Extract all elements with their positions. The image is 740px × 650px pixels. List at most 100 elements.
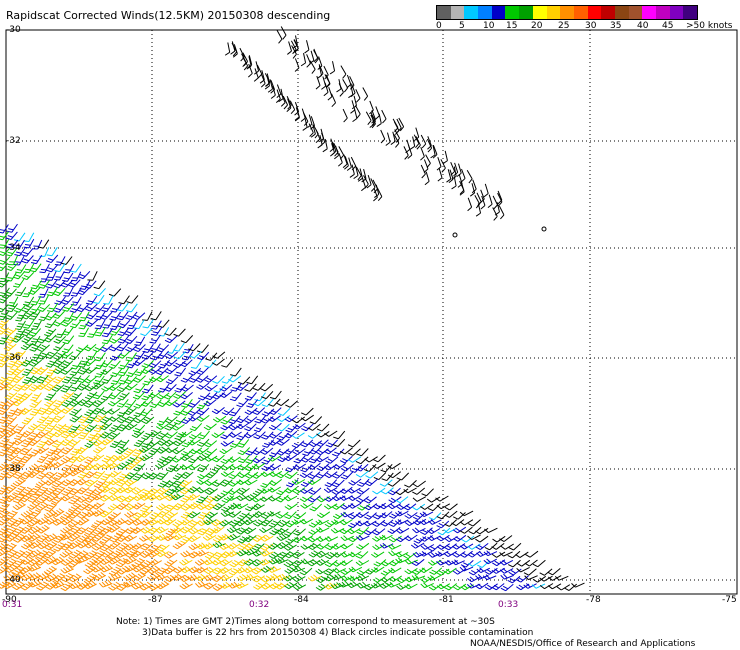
wind-barb	[75, 446, 89, 455]
wind-barb	[12, 375, 25, 384]
wind-barb	[23, 319, 35, 329]
wind-barb	[74, 555, 89, 564]
wind-barb	[67, 558, 81, 568]
wind-barb	[361, 177, 366, 192]
wind-barb	[30, 254, 43, 265]
wind-barb	[124, 472, 138, 480]
wind-barb	[351, 95, 358, 110]
wind-barb	[226, 549, 241, 558]
wind-barb	[195, 573, 209, 581]
wind-barb	[157, 319, 170, 328]
wind-barb	[100, 480, 114, 489]
wind-barb	[132, 558, 146, 568]
wind-barb	[11, 517, 25, 527]
wind-barb	[515, 575, 529, 583]
wind-barb	[28, 375, 42, 384]
wind-barb	[59, 548, 73, 558]
wind-barb	[259, 487, 274, 494]
wind-barb	[125, 456, 138, 465]
wind-barb	[13, 304, 27, 313]
wind-barb	[164, 366, 178, 375]
wind-barb	[379, 479, 393, 487]
wind-barb	[483, 558, 498, 565]
wind-barb	[70, 296, 82, 306]
wind-barb	[308, 440, 323, 448]
wind-barb	[451, 519, 465, 527]
wind-barb	[51, 496, 65, 504]
wind-barb	[444, 510, 458, 518]
legend-swatch	[437, 6, 451, 19]
wind-barb	[157, 480, 171, 488]
wind-barb	[236, 573, 250, 582]
wind-barb	[277, 551, 291, 559]
wind-barb	[211, 526, 225, 534]
wind-barb	[356, 568, 370, 576]
wind-barb	[180, 550, 194, 558]
wind-barb	[394, 519, 409, 525]
wind-barb	[324, 536, 339, 542]
wind-barb	[84, 471, 98, 479]
wind-barb	[380, 487, 394, 495]
wind-barb	[4, 392, 18, 400]
wind-barb	[324, 74, 331, 88]
wind-barb	[293, 528, 306, 536]
wind-barb	[163, 534, 177, 542]
wind-barb	[444, 519, 458, 527]
wind-barb	[436, 520, 450, 529]
wind-barb	[171, 573, 186, 581]
wind-barb	[308, 487, 322, 495]
wind-barb	[308, 446, 322, 455]
wind-barb	[357, 478, 370, 487]
wind-barb	[4, 461, 18, 472]
wind-barb	[539, 568, 553, 576]
wind-barb	[61, 296, 74, 305]
wind-barb	[405, 139, 411, 154]
wind-barb	[179, 582, 193, 590]
wind-barb	[125, 527, 139, 535]
wind-barb	[12, 471, 26, 480]
wind-barb	[524, 559, 538, 567]
wind-barb	[338, 580, 353, 588]
wind-barb	[172, 519, 186, 528]
wind-barb	[487, 194, 493, 209]
wind-barb	[291, 45, 297, 59]
wind-barb	[277, 519, 291, 528]
wind-barb	[188, 551, 202, 559]
wind-barb	[156, 471, 169, 481]
wind-barb	[62, 374, 75, 384]
wind-barb	[379, 581, 393, 589]
wind-barb	[347, 502, 362, 509]
wind-barb	[69, 463, 82, 473]
wind-barb	[109, 424, 122, 433]
wind-barb	[204, 487, 218, 496]
wind-barb	[156, 344, 170, 353]
wind-barb	[77, 398, 91, 407]
wind-barb	[61, 392, 75, 400]
wind-speed-legend	[436, 5, 698, 20]
wind-barb	[60, 524, 74, 534]
wind-barb	[290, 40, 297, 55]
wind-barb	[60, 384, 73, 393]
wind-barb	[357, 168, 364, 182]
wind-barb	[99, 556, 113, 565]
wind-barb	[8, 255, 18, 266]
wind-barb	[91, 462, 105, 471]
wind-barb	[146, 493, 161, 501]
wind-barb	[155, 549, 170, 558]
wind-barb	[84, 440, 98, 448]
wind-barb	[492, 195, 498, 210]
wind-barb	[155, 493, 169, 501]
wind-barb	[474, 582, 489, 590]
wind-barb	[100, 311, 113, 320]
wind-barb	[78, 320, 90, 330]
wind-barb	[339, 447, 353, 455]
wind-barb	[0, 352, 9, 361]
wind-barb	[300, 407, 314, 416]
wind-barb	[316, 423, 330, 432]
wind-barb	[348, 520, 361, 529]
wind-barb	[414, 127, 420, 141]
wind-barb	[329, 61, 336, 75]
wind-barb	[101, 328, 114, 338]
wind-barb	[52, 415, 66, 423]
wind-barb	[19, 516, 34, 525]
